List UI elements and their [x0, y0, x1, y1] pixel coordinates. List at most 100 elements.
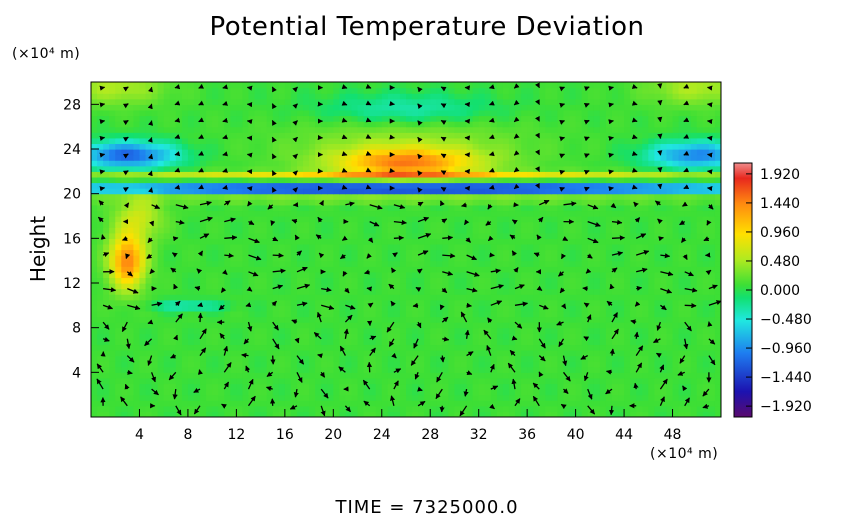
heatmap-cell	[412, 316, 419, 323]
heatmap-cell	[327, 327, 334, 334]
heatmap-cell	[630, 372, 637, 379]
heatmap-cell	[545, 299, 552, 306]
heatmap-cell	[181, 160, 189, 167]
heatmap-cell	[212, 238, 219, 245]
heatmap-cell	[442, 210, 450, 217]
heatmap-cell	[236, 288, 244, 295]
heatmap-cell	[672, 344, 680, 351]
heatmap-cell	[193, 277, 201, 284]
heatmap-cell	[533, 243, 540, 251]
heatmap-cell	[521, 322, 528, 329]
heatmap-cell	[97, 221, 104, 228]
heatmap-cell	[181, 361, 189, 368]
heatmap-cell	[91, 394, 98, 401]
heatmap-cell	[321, 344, 328, 351]
heatmap-cell	[508, 389, 516, 396]
heatmap-cell	[678, 255, 686, 262]
heatmap-cell	[97, 266, 104, 273]
heatmap-cell	[581, 271, 589, 279]
heatmap-cell	[333, 400, 340, 407]
heatmap-cell	[678, 277, 686, 284]
heatmap-cell	[666, 405, 674, 413]
heatmap-cell	[91, 405, 98, 413]
heatmap-cell	[103, 294, 110, 301]
heatmap-cell	[436, 216, 443, 223]
heatmap-cell	[508, 299, 516, 306]
heatmap-cell	[187, 260, 195, 267]
heatmap-cell	[533, 188, 540, 195]
heatmap-cell	[321, 232, 328, 239]
heatmap-cell	[678, 283, 686, 290]
heatmap-cell	[605, 283, 613, 290]
heatmap-cell	[339, 199, 347, 206]
heatmap-cell	[708, 210, 716, 217]
heatmap-cell	[103, 193, 110, 200]
heatmap-cell	[702, 149, 710, 156]
heatmap-cell	[375, 182, 383, 189]
heatmap-cell	[563, 322, 571, 329]
heatmap-cell	[309, 171, 316, 178]
heatmap-cell	[200, 255, 207, 262]
heatmap-cell	[533, 377, 540, 385]
heatmap-cell	[660, 361, 668, 368]
heatmap-cell	[133, 372, 141, 379]
heatmap-cell	[103, 271, 110, 279]
heatmap-cell	[296, 299, 304, 306]
heatmap-cell	[157, 165, 165, 172]
heatmap-cell	[133, 171, 141, 178]
heatmap-cell	[527, 165, 534, 172]
heatmap-cell	[272, 149, 280, 156]
heatmap-cell	[321, 322, 328, 329]
heatmap-cell	[369, 366, 377, 373]
heatmap-cell	[515, 305, 522, 312]
heatmap-cell	[399, 305, 407, 312]
heatmap-cell	[508, 193, 516, 200]
heatmap-cell	[714, 377, 721, 385]
heatmap-cell	[296, 327, 304, 334]
heatmap-cell	[363, 344, 371, 351]
heatmap-cell	[472, 400, 480, 407]
heatmap-cell	[242, 377, 250, 385]
heatmap-cell	[242, 389, 250, 396]
heatmap-cell	[175, 305, 183, 312]
heatmap-cell	[193, 249, 201, 256]
heatmap-cell	[169, 283, 177, 290]
heatmap-cell	[448, 154, 456, 161]
heatmap-cell	[399, 193, 407, 200]
heatmap-cell	[387, 394, 395, 401]
heatmap-cell	[139, 400, 147, 407]
heatmap-cell	[151, 149, 159, 156]
heatmap-cell	[521, 394, 528, 401]
heatmap-cell	[399, 271, 407, 279]
heatmap-cell	[139, 338, 147, 346]
heatmap-cell	[442, 383, 450, 390]
heatmap-cell	[97, 210, 104, 217]
heatmap-cell	[599, 176, 607, 184]
heatmap-cell	[193, 199, 201, 206]
heatmap-cell	[321, 305, 328, 312]
heatmap-cell	[157, 411, 165, 417]
heatmap-cell	[581, 232, 589, 239]
heatmap-cell	[678, 350, 686, 357]
heatmap-cell	[327, 266, 334, 273]
heatmap-cell	[248, 188, 256, 195]
heatmap-cell	[593, 271, 601, 279]
heatmap-cell	[593, 288, 601, 295]
heatmap-cell	[412, 271, 419, 279]
heatmap-cell	[478, 149, 486, 156]
heatmap-cell	[91, 188, 98, 195]
heatmap-cell	[157, 377, 165, 385]
heatmap-cell	[557, 165, 565, 172]
heatmap-cell	[315, 366, 322, 373]
heatmap-cell	[605, 310, 613, 318]
heatmap-cell	[599, 361, 607, 368]
heatmap-cell	[557, 188, 565, 195]
heatmap-cell	[581, 255, 589, 262]
heatmap-cell	[315, 338, 322, 346]
heatmap-cell	[339, 238, 347, 245]
heatmap-cell	[484, 255, 492, 262]
heatmap-cell	[502, 322, 510, 329]
heatmap-cell	[315, 266, 322, 273]
heatmap-cell	[375, 266, 383, 273]
heatmap-cell	[315, 171, 322, 178]
